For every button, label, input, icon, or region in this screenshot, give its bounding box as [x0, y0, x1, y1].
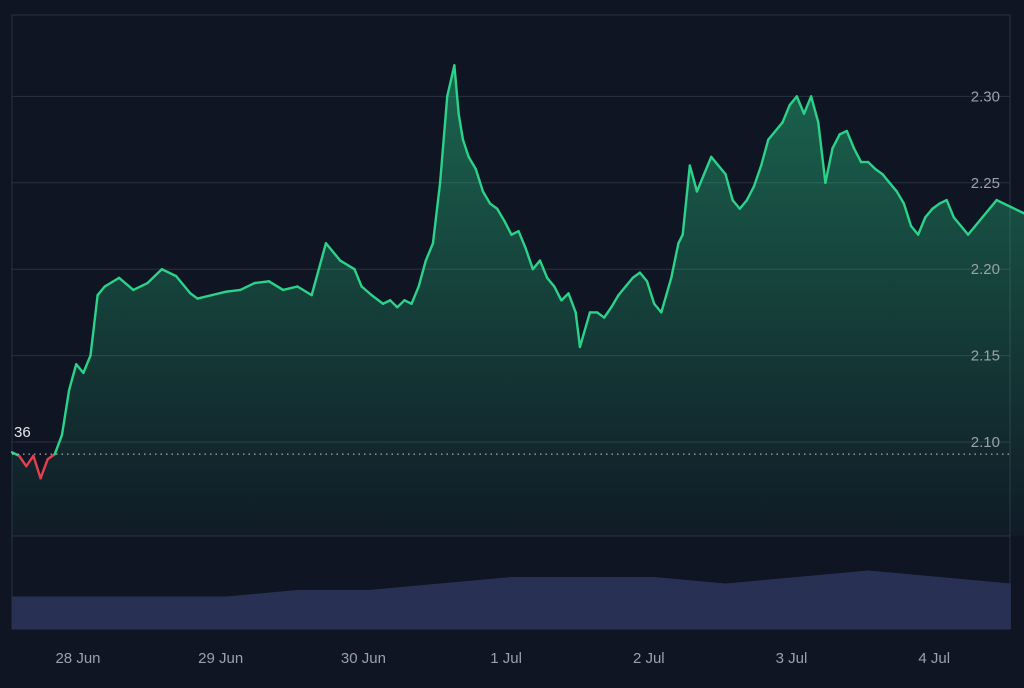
x-tick-label: 28 Jun — [55, 650, 100, 667]
y-tick-label: 2.25 — [971, 175, 1000, 192]
x-tick-label: 30 Jun — [341, 650, 386, 667]
y-tick-label: 2.10 — [971, 434, 1000, 451]
x-tick-label: 1 Jul — [490, 650, 522, 667]
y-tick-label: 2.15 — [971, 348, 1000, 365]
price-area — [12, 65, 1024, 536]
x-tick-label: 4 Jul — [918, 650, 950, 667]
x-tick-label: 29 Jun — [198, 650, 243, 667]
y-tick-label: 2.30 — [971, 88, 1000, 105]
baseline-label: 36 — [14, 424, 31, 441]
area-fill — [12, 65, 1024, 536]
y-tick-label: 2.20 — [971, 261, 1000, 278]
volume-fill — [12, 571, 1011, 630]
x-tick-label: 3 Jul — [776, 650, 808, 667]
time-axis: 28 Jun 29 Jun 30 Jun 1 Jul 2 Jul 3 Jul 4 Jul — [55, 650, 950, 667]
x-tick-label: 2 Jul — [633, 650, 665, 667]
volume-area — [12, 571, 1011, 630]
